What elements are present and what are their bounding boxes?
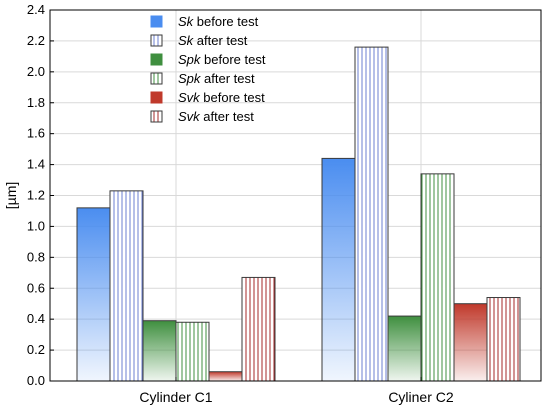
legend-swatch: [150, 72, 163, 85]
bar-sk-after-test-2: [354, 46, 389, 382]
bar-spk-after-test-2: [420, 173, 455, 382]
y-tick-label: 0.0: [27, 373, 45, 388]
y-tick-label: 1.4: [27, 157, 45, 172]
legend-label: Spk after test: [178, 71, 255, 86]
legend-entry: Svk before test: [150, 90, 265, 105]
legend-swatch: [150, 15, 163, 28]
legend-label: Svk after test: [178, 109, 254, 124]
bar-spk-before-test-2: [387, 315, 422, 382]
legend-entry: Svk after test: [150, 109, 254, 124]
legend-label: Spk before test: [178, 52, 266, 67]
legend-swatch: [150, 34, 163, 47]
y-tick-label: 1.0: [27, 218, 45, 233]
legend-entry: Spk before test: [150, 52, 266, 67]
y-tick-label: 0.4: [27, 311, 45, 326]
y-tick-label: 1.8: [27, 95, 45, 110]
x-tick-label: Cylinder C1: [139, 389, 212, 405]
legend-swatch: [150, 91, 163, 104]
y-tick-label: 2.2: [27, 33, 45, 48]
legend: Sk before test Sk after test Spk before te…: [150, 14, 266, 124]
legend-label: Sk before test: [178, 14, 259, 29]
legend-entry: Sk after test: [150, 33, 248, 48]
legend-entry: Spk after test: [150, 71, 255, 86]
y-axis: 0.0 0.2 0.4 0.6 0.8 1.0 1.2 1.4 1.6 1.8 2.0 2.2 2.4: [27, 2, 54, 388]
legend-label: Svk before test: [178, 90, 265, 105]
bar-svk-after-test-1: [241, 276, 276, 382]
y-axis-label: [µm]: [3, 182, 19, 210]
bar-sk-before-test-2: [321, 157, 356, 382]
y-tick-label: 0.2: [27, 342, 45, 357]
bar-svk-after-test-2: [486, 297, 521, 382]
x-axis: Cylinder C1 Cyliner C2: [139, 377, 454, 405]
x-tick-label: Cyliner C2: [388, 389, 454, 405]
y-tick-label: 0.8: [27, 249, 45, 264]
bar-sk-before-test-1: [76, 207, 111, 382]
y-tick-label: 2.0: [27, 64, 45, 79]
legend-swatch: [150, 110, 163, 123]
legend-entry: Sk before test: [150, 14, 259, 29]
legend-swatch: [150, 53, 163, 66]
bar-spk-after-test-1: [175, 321, 210, 382]
y-tick-label: 0.6: [27, 280, 45, 295]
y-tick-label: 1.2: [27, 188, 45, 203]
bars: [76, 46, 521, 382]
bar-spk-before-test-1: [142, 320, 177, 382]
y-tick-label: 2.4: [27, 2, 45, 17]
legend-label: Sk after test: [178, 33, 248, 48]
y-tick-label: 1.6: [27, 126, 45, 141]
bar-svk-before-test-1: [208, 371, 243, 382]
bar-sk-after-test-1: [109, 190, 144, 382]
bar-svk-before-test-2: [453, 303, 488, 382]
